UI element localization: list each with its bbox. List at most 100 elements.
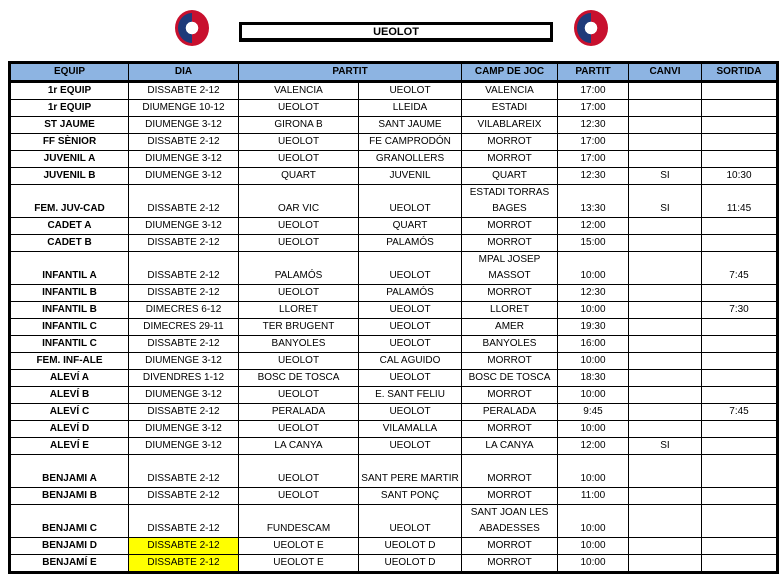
cell-hora: 19:30 [557, 318, 629, 336]
cell-dia: DISSABTE 2-12 [128, 133, 239, 151]
table-row: INFANTIL B DIMECRES 6-12 LLORET UEOLOT LLORE… [9, 301, 778, 319]
cell-visitant: PALAMÓS [358, 234, 462, 252]
cell-local: UEOLOT [238, 420, 359, 438]
cell-canvi [628, 284, 702, 302]
cell-equip: BENJAMI B [9, 487, 129, 505]
cell-canvi [628, 81, 702, 100]
cell-equip: BENJAMI A [9, 454, 129, 488]
cell-camp: MORROT [461, 487, 558, 505]
cell-hora: 12:00 [557, 437, 629, 455]
cell-visitant: SANT PONÇ [358, 487, 462, 505]
table-row: JUVENIL B DIUMENGE 3-12 QUART JUVENIL QUART 1… [9, 167, 778, 185]
cell-sortida [701, 234, 778, 252]
cell-camp: MORROT [461, 554, 558, 573]
cell-sortida: 10:30 [701, 167, 778, 185]
cell-local: FUNDESCAM [238, 504, 359, 538]
cell-visitant: UEOLOT [358, 437, 462, 455]
cell-camp: VALENCIA [461, 81, 558, 100]
table-row: 1r EQUIP DISSABTE 2-12 VALENCIA UEOLOT VALEN… [9, 81, 778, 100]
header-partit: PARTIT [238, 62, 462, 83]
cell-canvi: SI [628, 184, 702, 218]
cell-visitant: UEOLOT [358, 318, 462, 336]
cell-hora: 10:00 [557, 504, 629, 538]
cell-equip: JUVENIL B [9, 167, 129, 185]
cell-visitant: UEOLOT [358, 504, 462, 538]
table-row: INFANTIL A DISSABTE 2-12 PALAMÓS UEOLOT MPAL… [9, 251, 778, 285]
cell-visitant: UEOLOT [358, 335, 462, 353]
cell-visitant: UEOLOT [358, 251, 462, 285]
cell-dia: DIUMENGE 3-12 [128, 437, 239, 455]
cell-canvi [628, 537, 702, 555]
table-row: ST JAUME DIUMENGE 3-12 GIRONA B SANT JAUME V… [9, 116, 778, 134]
cell-camp: MORROT [461, 133, 558, 151]
cell-sortida [701, 81, 778, 100]
cell-local: UEOLOT [238, 284, 359, 302]
schedule-table: EQUIP DIA PARTIT CAMP DE JOC PARTIT CANV… [8, 61, 779, 574]
cell-sortida [701, 284, 778, 302]
cell-local: UEOLOT [238, 150, 359, 168]
cell-local: TER BRUGENT [238, 318, 359, 336]
cell-local: BANYOLES [238, 335, 359, 353]
table-row: ALEVÍ B DIUMENGE 3-12 UEOLOT E. SANT FELIU M… [9, 386, 778, 404]
cell-equip: 1r EQUIP [9, 81, 129, 100]
cell-canvi [628, 386, 702, 404]
cell-local: QUART [238, 167, 359, 185]
cell-visitant: SANT JAUME [358, 116, 462, 134]
cell-canvi [628, 403, 702, 421]
cell-canvi [628, 301, 702, 319]
cell-sortida: 11:45 [701, 184, 778, 218]
cell-local: UEOLOT [238, 454, 359, 488]
cell-hora: 16:00 [557, 335, 629, 353]
cell-dia: DISSABTE 2-12 [128, 335, 239, 353]
cell-equip: ALEVÍ E [9, 437, 129, 455]
club-logo-right [574, 10, 608, 46]
table-row: INFANTIL C DIMECRES 29-11 TER BRUGENT UEOLO… [9, 318, 778, 336]
cell-visitant: VILAMALLA [358, 420, 462, 438]
cell-local: UEOLOT E [238, 554, 359, 573]
cell-sortida [701, 99, 778, 117]
cell-dia: DISSABTE 2-12 [128, 403, 239, 421]
cell-dia: DISSABTE 2-12 [128, 81, 239, 100]
cell-sortida [701, 116, 778, 134]
cell-equip: INFANTIL C [9, 335, 129, 353]
cell-camp: MORROT [461, 386, 558, 404]
cell-camp: SANT JOAN LES ABADESSES [461, 504, 558, 538]
cell-local: UEOLOT [238, 352, 359, 370]
cell-local: UEOLOT [238, 99, 359, 117]
cell-canvi [628, 335, 702, 353]
table-row: FEM. INF-ALE DIUMENGE 3-12 UEOLOT CAL AGUID… [9, 352, 778, 370]
cell-canvi [628, 234, 702, 252]
header-dia: DIA [128, 62, 239, 83]
cell-dia: DISSABTE 2-12 [128, 251, 239, 285]
cell-camp: AMER [461, 318, 558, 336]
cell-local: UEOLOT [238, 133, 359, 151]
table-row: BENJAMI A DISSABTE 2-12 UEOLOT SANT PERE MA… [9, 454, 778, 488]
header-camp: CAMP DE JOC [461, 62, 558, 83]
cell-equip: CADET A [9, 217, 129, 235]
cell-canvi [628, 116, 702, 134]
cell-camp: ESTADI [461, 99, 558, 117]
cell-local: PALAMÓS [238, 251, 359, 285]
cell-equip: JUVENIL A [9, 150, 129, 168]
cell-equip: FEM. JUV-CAD [9, 184, 129, 218]
cell-canvi [628, 150, 702, 168]
cell-hora: 9:45 [557, 403, 629, 421]
table-row: JUVENIL A DIUMENGE 3-12 UEOLOT GRANOLLERS MO… [9, 150, 778, 168]
cell-local: GIRONA B [238, 116, 359, 134]
cell-sortida [701, 217, 778, 235]
cell-visitant: UEOLOT [358, 369, 462, 387]
cell-sortida [701, 420, 778, 438]
table-row: INFANTIL C DISSABTE 2-12 BANYOLES UEOLOT BAN… [9, 335, 778, 353]
cell-hora: 13:30 [557, 184, 629, 218]
cell-dia: DIUMENGE 3-12 [128, 217, 239, 235]
cell-local: OAR VIC [238, 184, 359, 218]
cell-visitant: SANT PERE MARTIR [358, 454, 462, 488]
cell-visitant: LLEIDA [358, 99, 462, 117]
header-sortida: SORTIDA [701, 62, 778, 83]
cell-canvi [628, 318, 702, 336]
cell-dia: DIUMENGE 3-12 [128, 167, 239, 185]
cell-canvi [628, 369, 702, 387]
cell-dia: DIUMENGE 3-12 [128, 150, 239, 168]
club-logo-left [175, 10, 209, 46]
page-title: UEOLOT [239, 22, 553, 42]
